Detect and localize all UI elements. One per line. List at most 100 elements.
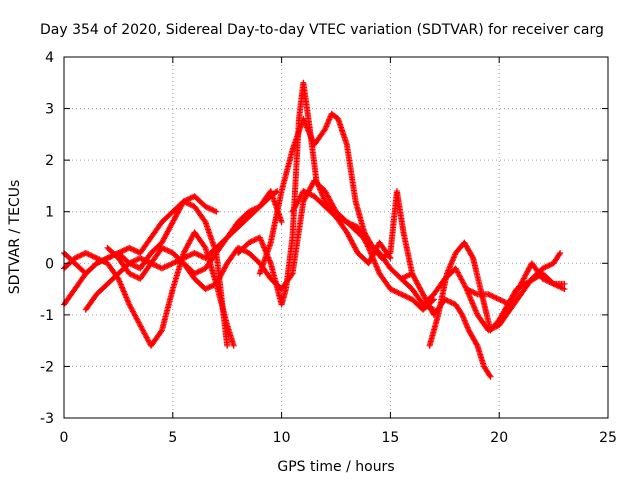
- data-point: [545, 278, 552, 285]
- data-point: [209, 206, 216, 213]
- data-point: [194, 269, 201, 276]
- data-point: [445, 298, 452, 305]
- data-point: [489, 293, 496, 300]
- data-point: [403, 273, 410, 280]
- series-group: [61, 79, 568, 380]
- data-point: [187, 201, 194, 208]
- data-point: [131, 262, 138, 269]
- data-point: [402, 273, 409, 280]
- data-point: [245, 239, 252, 246]
- data-point: [74, 253, 81, 260]
- data-point: [498, 297, 505, 304]
- data-point: [467, 288, 474, 295]
- data-point: [493, 295, 500, 302]
- data-point: [96, 258, 103, 265]
- data-point: [154, 263, 161, 270]
- y-tick-label: -1: [40, 308, 54, 324]
- data-point: [248, 207, 255, 214]
- data-point: [100, 257, 107, 264]
- data-point: [187, 251, 194, 258]
- y-tick-label: 2: [45, 153, 54, 169]
- data-point: [195, 251, 202, 258]
- data-point: [85, 251, 92, 258]
- data-point: [133, 248, 140, 255]
- data-point: [171, 259, 178, 266]
- data-point: [273, 188, 280, 195]
- data-point: [252, 205, 259, 212]
- data-point: [167, 261, 174, 268]
- data-point: [105, 254, 112, 261]
- data-point: [207, 283, 214, 290]
- x-axis-label: GPS time / hours: [277, 459, 394, 475]
- data-point: [471, 289, 478, 296]
- data-point: [251, 206, 258, 213]
- data-point: [104, 255, 111, 262]
- data-point: [131, 273, 138, 280]
- data-point: [235, 244, 242, 251]
- data-point: [542, 277, 549, 284]
- data-point: [243, 248, 250, 255]
- data-point: [131, 247, 138, 254]
- data-point: [202, 203, 209, 210]
- data-point: [464, 286, 471, 293]
- data-point: [197, 268, 203, 275]
- data-point: [188, 202, 195, 209]
- data-point: [557, 249, 564, 256]
- data-point: [394, 289, 401, 296]
- data-point: [395, 289, 402, 296]
- data-point: [473, 341, 480, 348]
- chart-title: Day 354 of 2020, Sidereal Day-to-day VTE…: [40, 22, 604, 38]
- y-tick-label: -3: [40, 411, 54, 427]
- data-point: [448, 299, 455, 306]
- data-point: [183, 199, 190, 206]
- data-point: [186, 252, 193, 259]
- data-point: [307, 191, 314, 198]
- data-point: [224, 342, 231, 349]
- data-point: [245, 208, 252, 215]
- x-tick-label: 20: [490, 430, 508, 446]
- data-point: [130, 246, 137, 253]
- data-point: [163, 263, 169, 270]
- data-point: [152, 262, 159, 269]
- data-point: [399, 275, 406, 282]
- data-point: [126, 270, 133, 277]
- data-point: [78, 251, 85, 258]
- axis-ticks: 0 5 10 15 20 25 -3 -2 -1 0 1 2 3 4: [40, 50, 617, 446]
- data-point: [134, 256, 141, 263]
- data-point: [390, 287, 397, 294]
- data-point: [463, 286, 470, 293]
- data-point: [198, 267, 205, 274]
- data-point: [123, 246, 130, 253]
- data-point: [142, 257, 149, 264]
- data-point: [129, 271, 135, 278]
- x-tick-label: 10: [273, 430, 291, 446]
- data-point: [248, 238, 255, 245]
- data-point: [206, 205, 213, 212]
- data-point: [80, 251, 87, 258]
- data-point: [247, 208, 254, 215]
- data-point: [130, 272, 137, 279]
- data-point: [201, 243, 208, 250]
- series-sat-b: [61, 193, 220, 308]
- data-point: [561, 286, 568, 293]
- data-point: [164, 247, 171, 254]
- data-point: [101, 256, 108, 263]
- data-point: [387, 255, 394, 262]
- data-point: [77, 252, 84, 259]
- data-point: [304, 190, 311, 197]
- data-point: [487, 373, 494, 380]
- data-point: [396, 290, 403, 297]
- data-point: [488, 326, 495, 333]
- y-tick-label: 1: [45, 205, 54, 221]
- data-point: [138, 255, 145, 262]
- data-point: [542, 264, 549, 271]
- data-point: [213, 208, 220, 215]
- data-point: [198, 253, 205, 260]
- data-point: [543, 277, 550, 284]
- data-point: [191, 249, 198, 256]
- data-point: [401, 292, 407, 299]
- data-point: [153, 262, 160, 269]
- x-tick-label: 15: [381, 430, 399, 446]
- data-point: [501, 298, 508, 305]
- data-point: [84, 250, 91, 257]
